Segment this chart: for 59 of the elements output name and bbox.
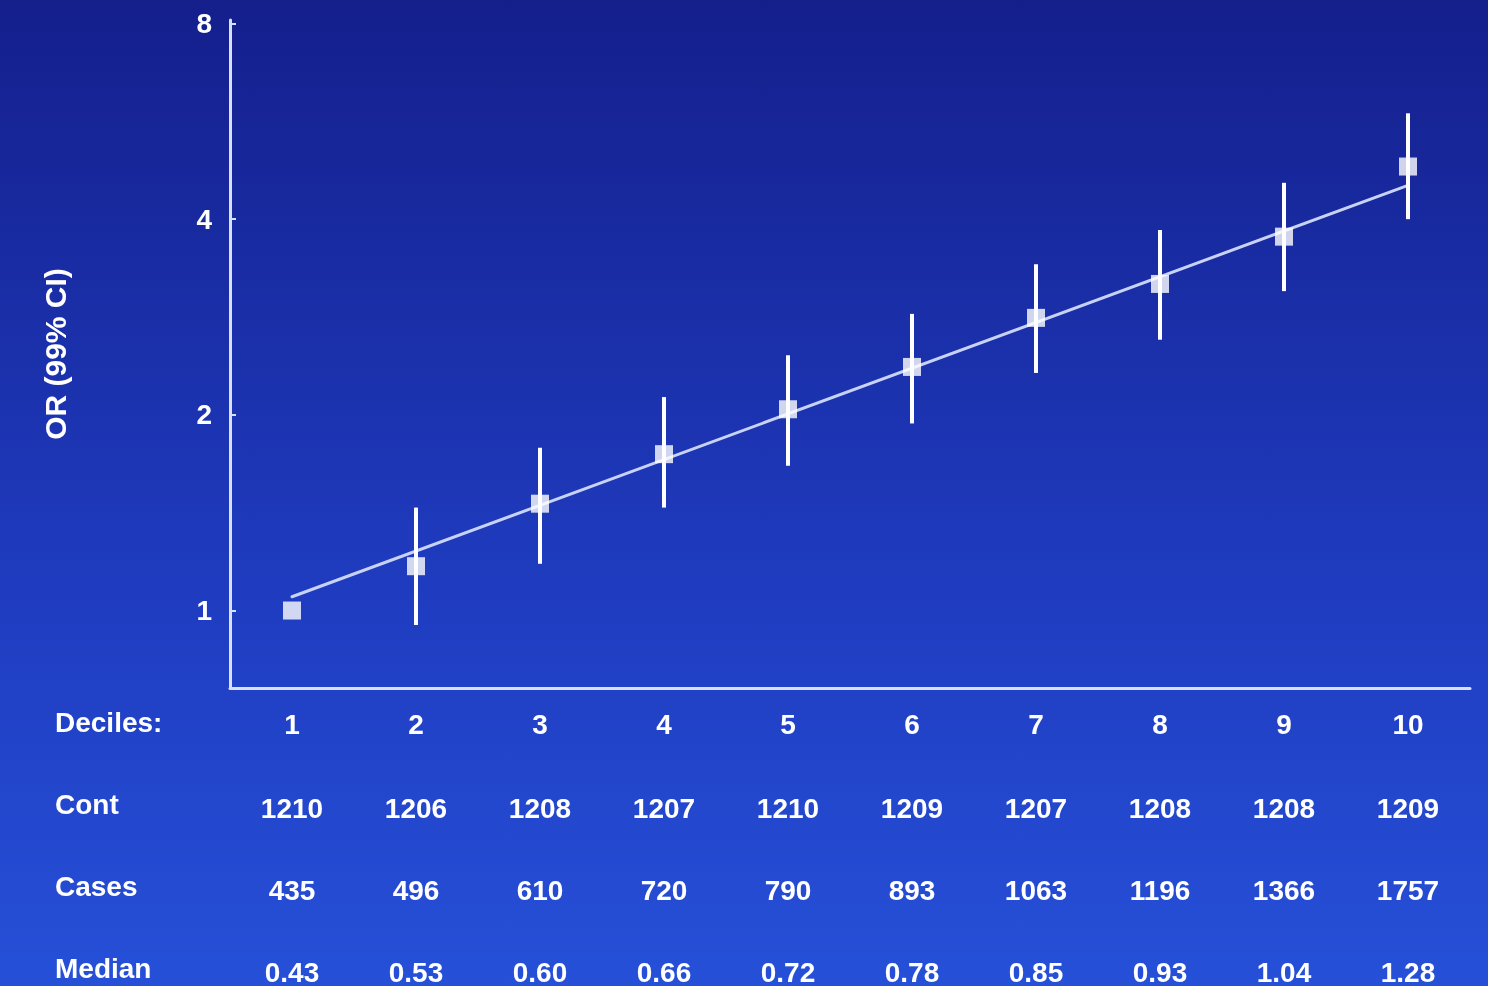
text: 496 xyxy=(392,874,440,906)
text: 1063 xyxy=(1004,874,1068,906)
text: 720 xyxy=(640,874,688,906)
text: 0.78 xyxy=(884,956,940,986)
text: 0.43 xyxy=(264,956,320,986)
y-tick-label: 2 xyxy=(196,399,212,431)
text: 1209 xyxy=(880,792,944,824)
point xyxy=(903,357,921,376)
text: 1366 xyxy=(1252,874,1316,906)
x-tick-label: 2 xyxy=(408,708,424,740)
point xyxy=(655,445,673,464)
y-tick-label: 1 xyxy=(196,595,212,627)
text: 1208 xyxy=(1128,792,1192,824)
x-tick-label: 7 xyxy=(1028,708,1044,740)
text: 1208 xyxy=(508,792,572,824)
text: 435 xyxy=(268,874,316,906)
x-tick-label: 4 xyxy=(656,708,673,740)
y-tick-label: 4 xyxy=(196,203,213,235)
text: 1207 xyxy=(632,792,696,824)
text: 1210 xyxy=(260,792,324,824)
text: Cases xyxy=(55,870,138,902)
x-tick-label: 6 xyxy=(904,708,920,740)
text: 0.60 xyxy=(512,956,568,986)
text: Median xyxy=(55,952,152,984)
y-tick-label: 8 xyxy=(196,8,212,40)
text: 1210 xyxy=(756,792,820,824)
x-tick-label: 3 xyxy=(532,708,548,740)
text: 1209 xyxy=(1376,792,1440,824)
point xyxy=(1151,274,1169,293)
y-axis-title: OR (99% CI) xyxy=(38,268,72,440)
point xyxy=(1275,227,1293,246)
text: 610 xyxy=(516,874,564,906)
text: 1208 xyxy=(1252,792,1316,824)
text: 1206 xyxy=(384,792,448,824)
x-tick-label: 5 xyxy=(780,708,796,740)
text: 0.66 xyxy=(636,956,692,986)
x-tick-label: 8 xyxy=(1152,708,1168,740)
x-tick-label: 9 xyxy=(1276,708,1292,740)
x-tick-label: 10 xyxy=(1392,708,1424,740)
x-axis-title: Deciles: xyxy=(55,706,163,738)
text: 1757 xyxy=(1376,874,1440,906)
point xyxy=(283,601,301,620)
point xyxy=(531,494,549,513)
text: 1.28 xyxy=(1380,956,1436,986)
text: 0.85 xyxy=(1008,956,1064,986)
point xyxy=(407,557,425,576)
x-tick-label: 1 xyxy=(284,708,300,740)
text: 1.04 xyxy=(1256,956,1312,986)
point xyxy=(1027,308,1045,327)
text: 0.53 xyxy=(388,956,444,986)
point xyxy=(779,400,797,419)
text: 1196 xyxy=(1129,874,1191,906)
text: 1207 xyxy=(1004,792,1068,824)
text: Cont xyxy=(55,788,119,820)
point xyxy=(1399,157,1417,176)
text: 893 xyxy=(888,874,936,906)
text: 790 xyxy=(764,874,812,906)
text: 0.93 xyxy=(1132,956,1188,986)
text: 0.72 xyxy=(760,956,816,986)
